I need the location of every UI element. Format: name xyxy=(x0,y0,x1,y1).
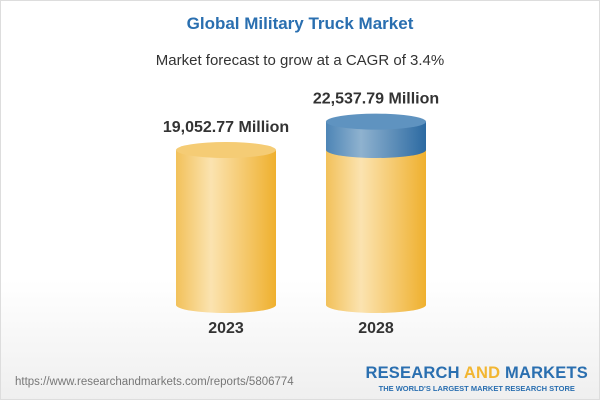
cylinder-top-2028 xyxy=(326,113,426,130)
cylinder-top-2023 xyxy=(176,142,276,158)
source-url[interactable]: https://www.researchandmarkets.com/repor… xyxy=(15,376,294,388)
chart-title: Global Military Truck Market xyxy=(186,14,414,33)
chart: 19,052.77 Million 2023 22,537.79 Million 20… xyxy=(163,91,439,337)
research-and-markets-logo: RESEARCH AND MARKETS THE WORLD'S LARGEST… xyxy=(365,364,588,393)
category-label: 2023 xyxy=(208,320,244,337)
cylinder-base-2028 xyxy=(326,150,426,313)
cylinder-base-2023 xyxy=(176,150,276,313)
chart-subtitle: Market forecast to grow at a CAGR of 3.4… xyxy=(155,52,445,69)
data-label: 22,537.79 Million xyxy=(313,91,439,108)
data-label: 19,052.77 Million xyxy=(163,119,289,136)
category-label: 2028 xyxy=(358,320,394,337)
cylinder-growth-2028 xyxy=(326,121,426,158)
